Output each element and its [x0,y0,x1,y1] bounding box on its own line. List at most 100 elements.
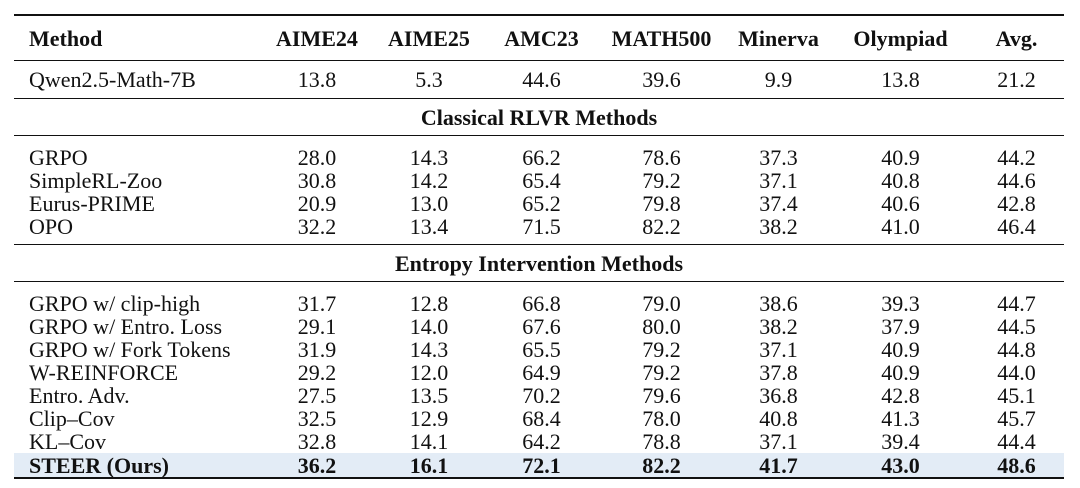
score-cell: 66.8 [485,281,598,315]
score-cell: 71.5 [522,214,561,239]
method-cell: KL–Cov [29,429,106,454]
score-cell: 41.3 [881,406,920,431]
score-cell: 31.9 [297,337,337,362]
method-cell: STEER (Ours) [14,453,261,479]
score-cell: 40.8 [759,406,798,431]
score-cell: 45.1 [997,383,1036,408]
score-cell: 78.8 [642,429,681,454]
section-header-row: Classical RLVR Methods [14,98,1064,136]
score-cell: 38.2 [759,214,798,239]
score-cell: 66.2 [485,135,598,169]
method-cell: GRPO [14,135,261,169]
score-cell: 27.5 [297,383,337,408]
score-cell: 13.5 [409,383,449,408]
method-cell: OPO [29,214,74,239]
score-cell: 21.2 [969,60,1064,99]
section-title: Entropy Intervention Methods [14,244,1064,282]
score-cell: 41.0 [881,214,920,239]
table-row: SimpleRL-Zoo 30.8 14.2 65.4 79.2 37.1 40… [14,169,1064,192]
score-cell: 29.1 [297,314,337,339]
score-cell: 78.0 [642,406,681,431]
score-cell: 32.8 [297,429,337,454]
score-cell: 29.2 [297,360,337,385]
score-cell: 79.8 [642,191,681,216]
score-cell: 44.8 [997,337,1036,362]
score-cell: 82.2 [598,453,725,479]
score-cell: 32.5 [297,406,337,431]
score-cell: 43.0 [832,453,969,479]
score-cell: 32.2 [297,214,337,239]
score-cell: 40.8 [881,168,920,193]
score-cell: 16.1 [373,453,485,479]
score-cell: 39.4 [881,429,920,454]
score-cell: 38.6 [725,281,832,315]
score-cell: 44.2 [969,135,1064,169]
method-cell: GRPO w/ Entro. Loss [29,314,223,339]
results-table: Method AIME24 AIME25 AMC23 MATH500 Miner… [14,14,1064,479]
score-cell: 41.7 [725,453,832,479]
table-row: GRPO 28.0 14.3 66.2 78.6 37.3 40.9 44.2 [14,135,1064,169]
method-cell: W-REINFORCE [29,360,179,385]
header-math500: MATH500 [598,14,725,61]
section-title: Classical RLVR Methods [14,98,1064,136]
table-row: Entro. Adv. 27.5 13.5 70.2 79.6 36.8 42.… [14,384,1064,407]
ours-row: STEER (Ours) 36.2 16.1 72.1 82.2 41.7 43… [14,453,1064,479]
score-cell: 37.1 [759,168,798,193]
score-cell: 40.9 [881,337,920,362]
header-avg: Avg. [969,14,1064,61]
score-cell: 20.9 [297,191,337,216]
header-method: Method [14,14,261,61]
header-amc23: AMC23 [485,14,598,61]
score-cell: 39.3 [832,281,969,315]
table-row: W-REINFORCE 29.2 12.0 64.9 79.2 37.8 40.… [14,361,1064,384]
method-cell: GRPO w/ clip-high [14,281,261,315]
score-cell: 37.4 [759,191,798,216]
header-olympiad: Olympiad [832,14,969,61]
score-cell: 13.8 [832,60,969,99]
score-cell: 37.3 [725,135,832,169]
score-cell: 13.8 [261,60,373,99]
score-cell: 12.0 [409,360,449,385]
header-aime24: AIME24 [261,14,373,61]
score-cell: 79.2 [642,337,681,362]
score-cell: 48.6 [969,453,1064,479]
score-cell: 30.8 [297,168,337,193]
score-cell: 79.2 [642,168,681,193]
score-cell: 67.6 [522,314,561,339]
header-row: Method AIME24 AIME25 AMC23 MATH500 Miner… [14,14,1064,61]
section-header-row: Entropy Intervention Methods [14,244,1064,282]
score-cell: 14.2 [409,168,449,193]
score-cell: 9.9 [725,60,832,99]
score-cell: 79.0 [598,281,725,315]
table-row: KL–Cov 32.8 14.1 64.2 78.8 37.1 39.4 44.… [14,430,1064,453]
score-cell: 14.1 [409,429,449,454]
score-cell: 65.5 [522,337,561,362]
score-cell: 82.2 [642,214,681,239]
table-row: GRPO w/ Fork Tokens 31.9 14.3 65.5 79.2 … [14,338,1064,361]
score-cell: 40.9 [832,135,969,169]
method-cell: GRPO w/ Fork Tokens [29,337,231,362]
score-cell: 38.2 [759,314,798,339]
score-cell: 28.0 [261,135,373,169]
baseline-row: Qwen2.5-Math-7B 13.8 5.3 44.6 39.6 9.9 1… [14,60,1064,99]
table-row: Eurus-PRIME 20.9 13.0 65.2 79.8 37.4 40.… [14,192,1064,215]
table-row: Clip–Cov 32.5 12.9 68.4 78.0 40.8 41.3 4… [14,407,1064,430]
score-cell: 13.4 [409,214,449,239]
score-cell: 65.2 [522,191,561,216]
score-cell: 42.8 [997,191,1036,216]
score-cell: 14.3 [409,337,449,362]
score-cell: 44.4 [997,429,1036,454]
score-cell: 39.6 [598,60,725,99]
score-cell: 12.8 [373,281,485,315]
score-cell: 44.0 [997,360,1036,385]
score-cell: 36.8 [759,383,798,408]
score-cell: 80.0 [642,314,681,339]
score-cell: 37.9 [881,314,920,339]
score-cell: 44.6 [997,168,1036,193]
method-cell: Clip–Cov [29,406,115,431]
score-cell: 40.6 [881,191,920,216]
method-cell: SimpleRL-Zoo [29,168,163,193]
score-cell: 42.8 [881,383,920,408]
score-cell: 36.2 [261,453,373,479]
